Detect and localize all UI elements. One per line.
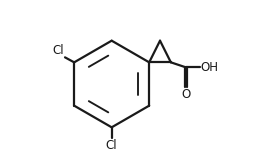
Text: O: O: [181, 89, 190, 101]
Text: OH: OH: [200, 61, 218, 74]
Text: Cl: Cl: [53, 44, 64, 56]
Text: Cl: Cl: [106, 139, 118, 152]
